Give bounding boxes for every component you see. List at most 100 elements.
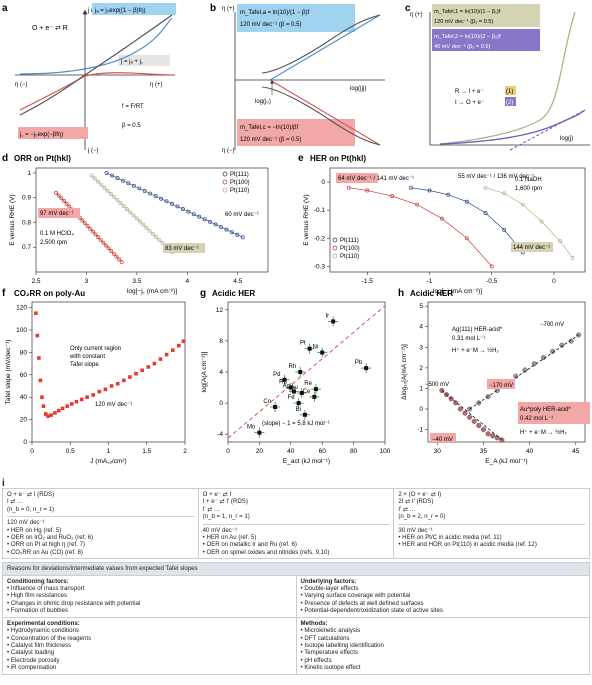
d-point: [59, 196, 64, 201]
d-point: [56, 193, 61, 198]
d-point: [159, 196, 164, 201]
d-point: [85, 224, 90, 228]
g-point: [313, 387, 318, 392]
g-xtick-label: 40: [287, 448, 295, 455]
e-xlabel: log[−j (mA cm⁻²)]: [433, 288, 482, 295]
f-point: [122, 378, 126, 383]
d-point: [148, 191, 153, 196]
f-point: [134, 371, 138, 376]
h-plot-frame: [427, 301, 586, 443]
a-ja-curve: [19, 17, 173, 75]
e-xtick-label: -1: [427, 278, 433, 285]
d-point: [112, 194, 117, 199]
experimental-conditions: Experimental conditions: Hydrodynamic co…: [3, 616, 297, 674]
reasons-head: Reasons for deviations/intermediate valu…: [3, 563, 589, 575]
b-cathodic-curve: [261, 86, 381, 146]
d-point: [131, 213, 136, 218]
h-point: [559, 342, 565, 348]
table-col-3: 2 × (O + e⁻ ⇄ I) 2I ⇄ I′ (RDS) I′ ⇄ … (n…: [394, 489, 589, 558]
e-slope-label: 64 mV dec⁻¹ / 141 mV dec⁻¹: [338, 176, 414, 182]
g-point-label: Ce: [303, 389, 311, 395]
a-jsum-box: [118, 55, 170, 66]
d-slope-box: [38, 208, 80, 218]
e-point: [464, 236, 469, 241]
d-slope-label: 83 mV dec⁻¹: [165, 246, 199, 252]
e-point: [440, 216, 444, 221]
panel-e: e HER on Pt(hkl) -1.5 -1 -0.5 0 -0.3 -0.2 -0.1…: [298, 153, 586, 295]
f-point: [43, 412, 48, 416]
reasons-box: Reasons for deviations/intermediate valu…: [2, 562, 590, 675]
g-point-label: Ru: [279, 380, 287, 386]
f-point: [181, 339, 186, 343]
d-point: [157, 237, 162, 242]
g-point: [273, 405, 278, 409]
c-box2-1: m_Tafel,2 = ln(10)/(2 − β₂)f: [434, 34, 501, 40]
d-point: [88, 226, 93, 231]
f-point: [49, 413, 53, 417]
b-j0-label: log(j₀): [255, 99, 271, 105]
h-xtick-label: 40: [526, 448, 534, 455]
e-point: [502, 191, 507, 196]
a-jc-box: [18, 127, 88, 139]
g-point-label: Ag: [283, 383, 290, 389]
g-point: [331, 319, 336, 324]
b-anodic-line: [269, 14, 381, 81]
e-series-line: [410, 187, 524, 253]
e-point: [558, 239, 563, 244]
d-point: [121, 204, 126, 209]
e-point: [520, 202, 525, 207]
d-point: [229, 230, 234, 235]
e-legend-marker: [332, 237, 338, 243]
f-ytick-label: 80: [20, 349, 28, 356]
g-xtick-label: 100: [380, 448, 391, 455]
panel-g: g Acidic HER 0 20 40 60 80 100 -4 0 4 8 12 E_act (k…: [200, 288, 391, 465]
c-box2-2: 40 mV dec⁻¹ (β₂ = 0.5): [434, 44, 491, 50]
e-legend-marker: [332, 253, 338, 259]
e-point: [539, 219, 544, 224]
g-point: [299, 391, 304, 395]
a-jsum-label: j = jₐ + j꜀: [120, 59, 143, 65]
d-point: [126, 181, 131, 186]
h-au-1: Au^poly HER-acid*: [520, 407, 572, 413]
f-point: [40, 395, 44, 399]
c-x-label: log(j): [560, 136, 573, 142]
g-point-label: Co: [263, 399, 271, 405]
f-point: [140, 368, 144, 373]
panel-b-letter: b: [210, 3, 216, 14]
e-legend-label: Pt(111): [340, 238, 359, 244]
e-legend-label: Pt(100): [340, 246, 360, 252]
b-top-box-1: m_Tafel,a = ln(10)/(1 − β)f: [240, 10, 309, 16]
d-point: [108, 191, 113, 196]
h-point: [457, 406, 463, 412]
c-rxn2-tag: (2): [506, 100, 513, 106]
e-slope-label: 144 mV dec⁻¹: [513, 245, 550, 251]
f-note-2: with constant: [69, 354, 105, 360]
h-au-rxn: H⁺ + e⁻M → ½H₂: [520, 429, 568, 436]
col2-slope: 40 mV dec⁻¹: [202, 526, 238, 534]
h-v4: −40 mV: [432, 437, 453, 443]
g-point: [257, 430, 262, 435]
g-xtick-label: 60: [319, 448, 327, 455]
c-box1: [432, 4, 540, 27]
g-point: [282, 377, 287, 382]
g-point: [302, 412, 307, 417]
d-point: [175, 204, 180, 209]
f-point: [146, 365, 151, 369]
methods: Methods: Microkinetic analysis DFT calcu…: [296, 616, 589, 674]
a-reaction: O + e⁻ ⇄ R: [32, 25, 68, 32]
g-xtick-label: 80: [350, 448, 358, 455]
e-point: [502, 227, 507, 232]
f-point: [170, 348, 175, 352]
c-step1-curve: [439, 11, 576, 145]
h-ytick-label: 0: [419, 406, 423, 413]
h-fit-line: [441, 390, 503, 441]
c-rxn2: I → O + e⁻: [455, 100, 484, 106]
e-xtick-label: -0.5: [486, 278, 498, 285]
d-point: [106, 246, 111, 251]
d-slope-label: 60 mV dec⁻¹: [225, 212, 259, 218]
d-point: [119, 260, 124, 265]
d-point: [92, 176, 97, 181]
g-point-label: Re: [304, 381, 312, 387]
d-point: [219, 225, 223, 229]
